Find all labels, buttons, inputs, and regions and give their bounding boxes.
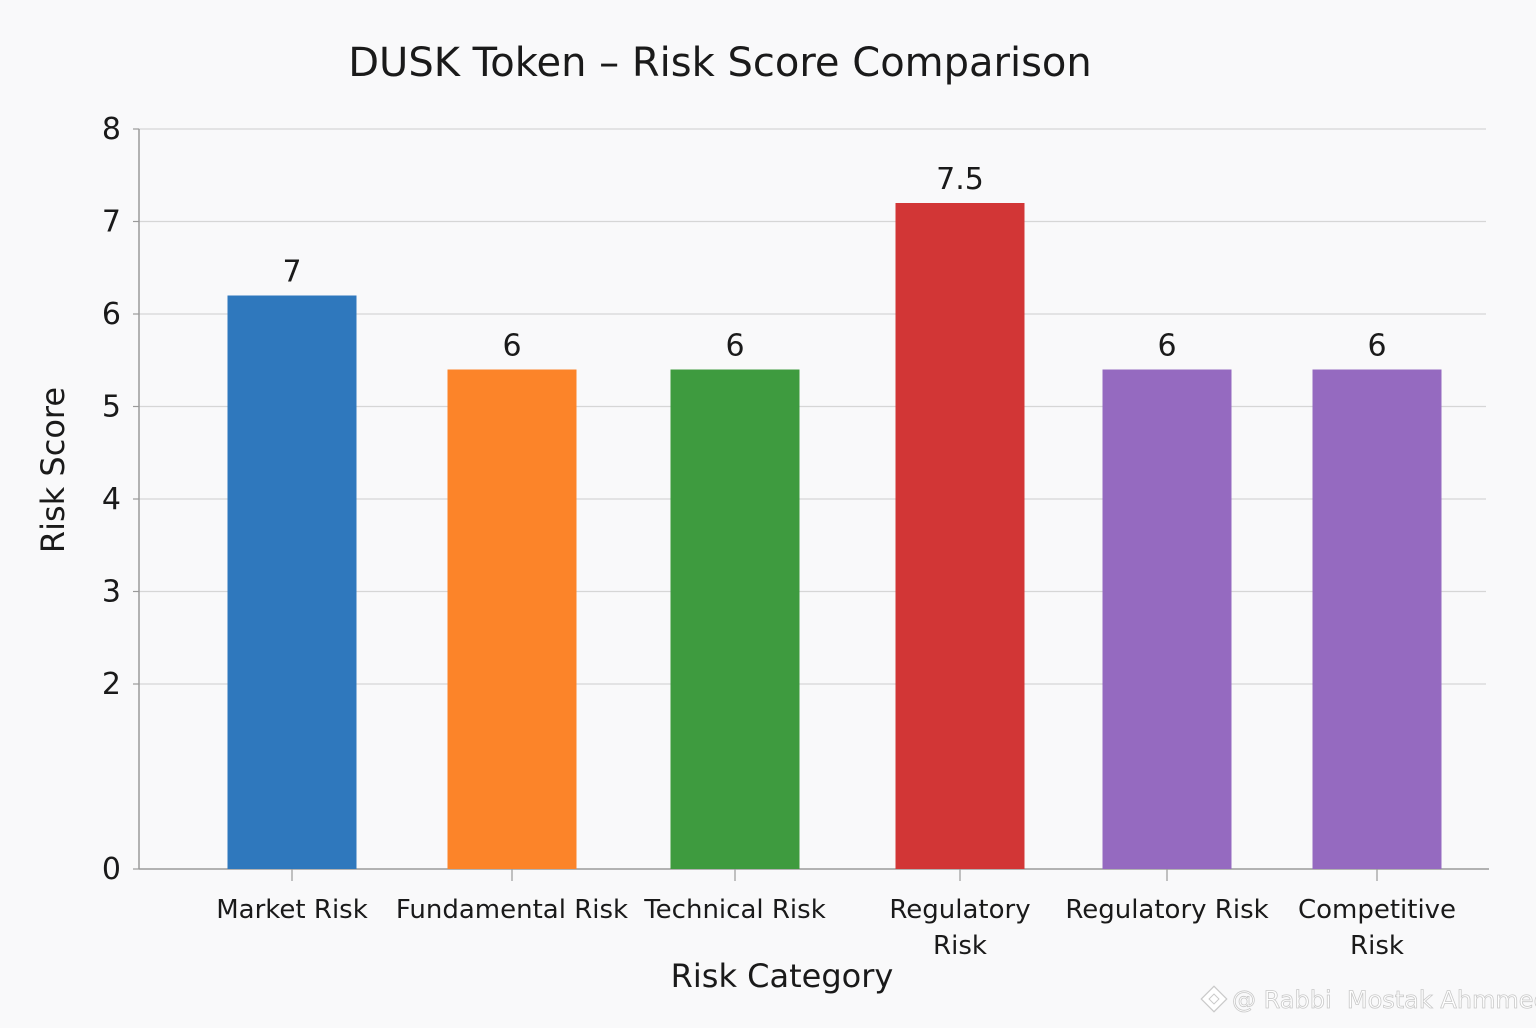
- x-tick-label: Technical Risk: [643, 895, 826, 925]
- y-tick-label: 3: [102, 575, 121, 610]
- x-tick-label: Fundamental Risk: [396, 895, 628, 925]
- y-tick-label: 5: [102, 390, 121, 425]
- data-label: 6: [1367, 329, 1386, 364]
- x-tick-label: Risk: [933, 931, 987, 961]
- y-tick-label: 2: [102, 667, 121, 702]
- data-label: 6: [1157, 329, 1176, 364]
- bars: [227, 203, 1442, 869]
- watermark-text: @ Rabbi Mostak Ahmmed: [1232, 986, 1536, 1014]
- y-tick-label: 8: [102, 112, 121, 147]
- bar: [227, 295, 357, 869]
- y-ticks: 0 2 3 4 5 6 7 8: [102, 112, 139, 887]
- gridlines: [139, 128, 1486, 685]
- x-tick-label: Competitive: [1298, 895, 1456, 925]
- x-tick-label: Regulatory Risk: [1065, 895, 1268, 925]
- bar: [1312, 369, 1442, 869]
- data-label: 6: [502, 329, 521, 364]
- data-labels: 7 6 6 7.5 6 6: [282, 162, 1386, 364]
- binance-diamond-icon: [1200, 985, 1228, 1013]
- bar: [670, 369, 800, 869]
- bar: [447, 369, 577, 869]
- y-tick-label: 0: [102, 852, 121, 887]
- y-tick-label: 4: [102, 482, 121, 517]
- data-label: 7.5: [936, 162, 984, 197]
- x-axis-label: Risk Category: [671, 957, 894, 995]
- watermark: @ Rabbi Mostak Ahmmed: [1200, 985, 1536, 1014]
- data-label: 6: [725, 329, 744, 364]
- y-tick-label: 7: [102, 205, 121, 240]
- x-tick-label: Risk: [1350, 931, 1404, 961]
- chart-title: DUSK Token – Risk Score Comparison: [348, 40, 1092, 86]
- data-label: 7: [282, 255, 301, 290]
- bar: [1102, 369, 1232, 869]
- y-axis-label: Risk Score: [34, 387, 72, 553]
- x-tick-label: Regulatory: [889, 895, 1030, 925]
- x-ticks: Market Risk Fundamental Risk Technical Ris…: [216, 869, 1456, 961]
- y-tick-label: 6: [102, 297, 121, 332]
- x-tick-label: Market Risk: [216, 895, 368, 925]
- bar: [895, 203, 1025, 869]
